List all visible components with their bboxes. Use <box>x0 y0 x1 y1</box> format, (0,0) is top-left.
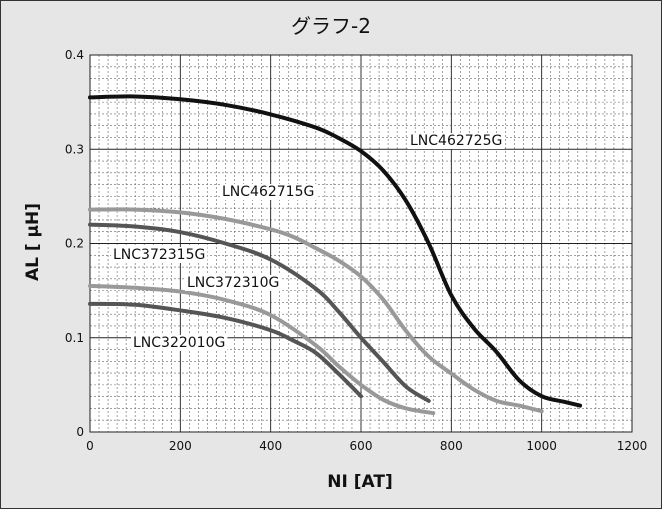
series-line-lnc322010g <box>88 301 363 399</box>
y-tick-labels: 0 0.1 0.2 0.3 0.4 <box>65 48 84 439</box>
series-label-lnc462715g: LNC462715G <box>222 184 314 200</box>
y-tick-label: 0.3 <box>65 142 84 156</box>
series-line-lnc462725g <box>88 94 583 408</box>
series-line-lnc462715g <box>88 207 544 414</box>
series-label-bg <box>111 247 208 263</box>
x-tick-label: 400 <box>259 439 282 453</box>
series-group <box>88 94 583 416</box>
y-tick-label: 0.2 <box>65 237 84 251</box>
series-label-lnc372315g: LNC372315G <box>113 247 205 263</box>
series-label-bg <box>185 275 282 291</box>
series-label-bg <box>220 184 317 200</box>
y-axis-title: AL [ μH] <box>23 203 43 281</box>
series-label-lnc322010g: LNC322010G <box>133 335 225 351</box>
y-tick-label: 0.4 <box>65 48 84 62</box>
x-tick-label: 200 <box>169 439 192 453</box>
series-label-bg <box>408 133 505 149</box>
series-label-bg <box>131 335 228 351</box>
x-tick-label: 1200 <box>617 439 648 453</box>
x-tick-label: 1000 <box>526 439 557 453</box>
x-tick-label: 0 <box>86 439 94 453</box>
series-line-lnc372315g <box>88 222 431 403</box>
x-axis-title: NI [AT] <box>327 472 392 492</box>
chart-title: グラフ-2 <box>291 14 371 38</box>
series-line-lnc372310g <box>88 283 436 416</box>
y-tick-label: 0.1 <box>65 331 84 345</box>
x-tick-labels: 0 200 400 600 800 1000 1200 <box>86 439 647 453</box>
series-labels: LNC462725G LNC462715G LNC372315G LNC372310G… <box>111 133 505 351</box>
series-label-lnc372310g: LNC372310G <box>187 275 279 291</box>
x-tick-label: 800 <box>440 439 463 453</box>
series-label-lnc462725g: LNC462725G <box>410 133 502 149</box>
x-tick-label: 600 <box>350 439 373 453</box>
y-tick-label: 0 <box>76 425 84 439</box>
